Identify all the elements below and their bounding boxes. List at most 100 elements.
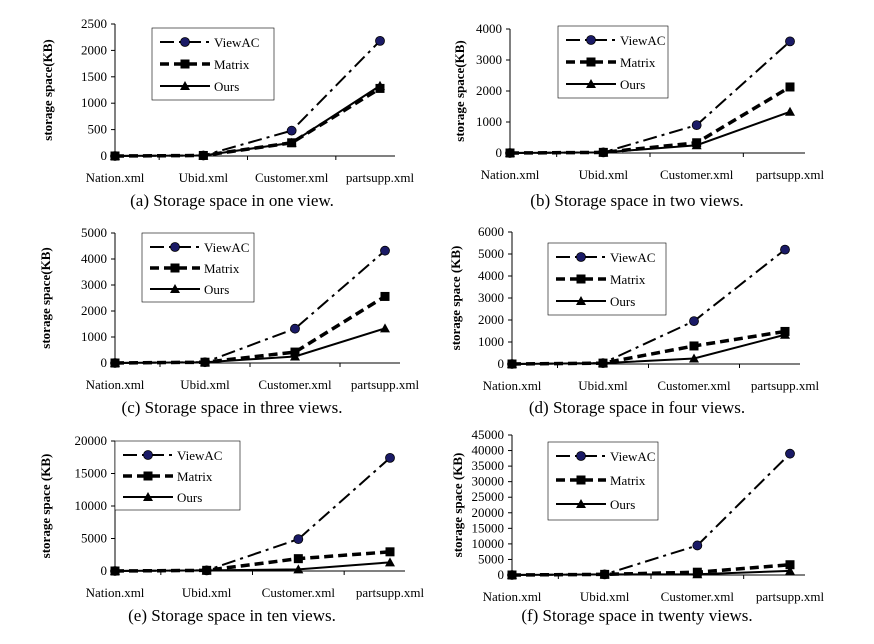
y-tick-label: 2000: [81, 303, 107, 318]
legend-label-matrix: Matrix: [620, 55, 656, 70]
data-point-ours: [375, 80, 385, 90]
data-point-ours: [290, 351, 300, 361]
legend-marker-ours: [586, 79, 596, 88]
chart-caption: (a) Storage space in one view.: [130, 191, 334, 210]
legend-label-ours: Ours: [620, 77, 645, 92]
x-category-label: Customer.xml: [661, 589, 735, 604]
y-tick-label: 6000: [478, 224, 504, 239]
chart-panel-2: 0 1000 2000 3000 4000 Nation.xml Ubid.xml Custo…: [452, 21, 825, 210]
y-tick-label: 0: [101, 563, 108, 578]
series-line-ours: [114, 327, 386, 364]
legend-label-matrix: Matrix: [610, 473, 646, 488]
data-point-ours: [201, 565, 212, 575]
x-category-label: partsupp.xml: [756, 167, 825, 182]
legend-marker-ours: [576, 296, 586, 305]
x-category-label: Customer.xml: [258, 377, 332, 392]
data-point-ours: [110, 358, 120, 367]
legend-marker-ours: [143, 492, 153, 501]
y-tick-label: 5000: [478, 246, 504, 261]
y-tick-label: 2000: [81, 42, 107, 57]
legend-marker-ours: [576, 499, 586, 508]
data-point-viewac: [689, 316, 699, 327]
series-line-matrix: [114, 294, 386, 365]
x-category-label: Nation.xml: [481, 167, 540, 182]
chart-caption: (f) Storage space in twenty views.: [521, 606, 752, 625]
legend-label-ours: Ours: [610, 497, 635, 512]
y-tick-label: 1000: [81, 329, 107, 344]
data-point-matrix: [293, 554, 303, 564]
x-category-label: Nation.xml: [86, 585, 145, 600]
x-category-label: Ubid.xml: [180, 377, 230, 392]
x-category-label: Nation.xml: [483, 378, 542, 393]
chart-panel-1: 0 500 1000 1500 2000 2500 Nation.xml Ubid.xml Cu…: [40, 16, 415, 210]
legend-marker-ours: [170, 284, 180, 293]
data-point-ours: [507, 359, 517, 368]
y-tick-label: 1000: [476, 114, 502, 129]
data-point-viewac: [380, 245, 390, 256]
data-point-ours: [110, 566, 120, 575]
legend-label-matrix: Matrix: [204, 261, 240, 276]
data-point-viewac: [385, 452, 395, 463]
y-tick-label: 40000: [472, 443, 505, 458]
series-line-viewac: [511, 248, 786, 365]
series-line-ours: [114, 561, 391, 572]
y-tick-label: 10000: [472, 536, 505, 551]
series-line-ours: [511, 569, 791, 576]
y-tick-label: 0: [498, 356, 505, 371]
y-tick-label: 4000: [476, 21, 502, 36]
data-point-viewac: [691, 120, 702, 130]
y-tick-label: 5000: [81, 225, 107, 240]
data-point-ours: [385, 557, 395, 567]
data-point-ours: [507, 570, 517, 579]
y-tick-label: 3000: [81, 277, 107, 292]
series-line-viewac: [114, 40, 381, 157]
data-point-matrix: [785, 82, 795, 92]
data-point-viewac: [785, 448, 795, 459]
y-tick-label: 30000: [472, 474, 505, 489]
legend-label-matrix: Matrix: [177, 469, 213, 484]
legend-marker-matrix: [576, 274, 586, 284]
y-tick-label: 2000: [478, 312, 504, 327]
series-line-viewac: [114, 249, 386, 364]
y-tick-label: 500: [88, 122, 108, 137]
data-point-ours: [785, 565, 795, 575]
y-tick-label: 20000: [472, 505, 505, 520]
legend-marker-matrix: [586, 57, 596, 67]
chart-caption: (e) Storage space in ten views.: [128, 606, 336, 625]
legend-label-viewac: ViewAC: [610, 250, 655, 265]
x-category-label: Nation.xml: [86, 170, 145, 185]
y-tick-label: 1000: [81, 95, 107, 110]
legend-marker-viewac: [143, 450, 153, 460]
y-tick-label: 25000: [472, 489, 505, 504]
data-point-ours: [286, 137, 297, 147]
data-point-ours: [293, 564, 304, 574]
series-line-ours: [114, 84, 381, 157]
x-category-label: partsupp.xml: [351, 377, 420, 392]
data-point-ours: [785, 106, 795, 116]
legend-marker-ours: [180, 81, 190, 90]
legend-label-ours: Ours: [204, 282, 229, 297]
data-point-ours: [200, 357, 210, 367]
x-category-label: Customer.xml: [657, 378, 731, 393]
data-point-ours: [780, 329, 790, 339]
x-category-label: Ubid.xml: [578, 378, 628, 393]
data-point-ours: [599, 569, 610, 579]
y-tick-label: 15000: [472, 520, 505, 535]
y-tick-label: 10000: [75, 498, 108, 513]
legend-marker-matrix: [180, 59, 190, 69]
data-point-ours: [598, 358, 608, 368]
legend-box: [151, 27, 275, 101]
chart-caption: (c) Storage space in three views.: [122, 398, 343, 417]
x-category-label: Ubid.xml: [179, 170, 229, 185]
data-point-matrix: [380, 291, 390, 301]
y-tick-label: 1500: [81, 69, 107, 84]
data-point-viewac: [293, 534, 304, 545]
data-point-ours: [691, 140, 702, 150]
legend-label-viewac: ViewAC: [177, 448, 222, 463]
data-point-matrix: [689, 341, 699, 351]
legend-marker-viewac: [576, 451, 586, 461]
x-category-label: Ubid.xml: [580, 589, 630, 604]
x-category-label: Ubid.xml: [579, 167, 629, 182]
x-category-label: Customer.xml: [660, 167, 734, 182]
x-category-label: Nation.xml: [86, 377, 145, 392]
